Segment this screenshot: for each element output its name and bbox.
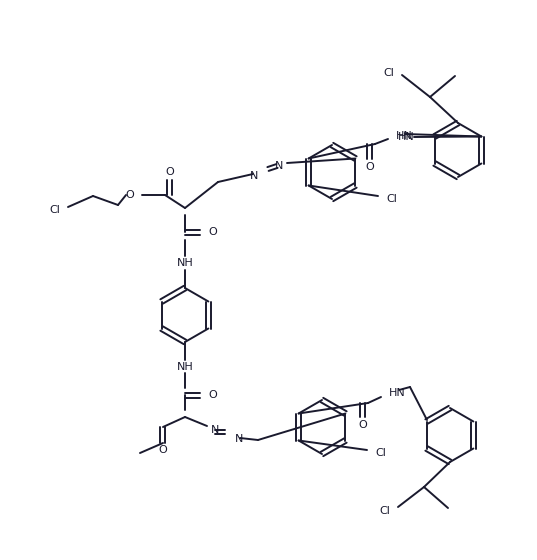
Text: N: N bbox=[211, 425, 220, 435]
Text: HN: HN bbox=[397, 132, 415, 142]
Text: Cl: Cl bbox=[386, 194, 397, 204]
Text: O: O bbox=[366, 162, 374, 172]
Text: Cl: Cl bbox=[375, 448, 386, 458]
Text: HN: HN bbox=[389, 388, 406, 398]
Text: O: O bbox=[208, 390, 217, 400]
Text: N: N bbox=[250, 171, 258, 181]
Text: Cl: Cl bbox=[49, 205, 60, 215]
Text: NH: NH bbox=[177, 258, 193, 268]
Text: O: O bbox=[208, 227, 217, 237]
Text: N: N bbox=[235, 434, 243, 444]
Text: O: O bbox=[125, 190, 134, 200]
Text: N: N bbox=[274, 161, 283, 171]
Text: HN: HN bbox=[396, 131, 413, 141]
Text: O: O bbox=[359, 420, 367, 430]
Text: Cl: Cl bbox=[383, 68, 394, 78]
Text: Cl: Cl bbox=[379, 506, 390, 516]
Text: O: O bbox=[158, 445, 168, 455]
Text: NH: NH bbox=[177, 362, 193, 372]
Text: O: O bbox=[165, 167, 175, 177]
